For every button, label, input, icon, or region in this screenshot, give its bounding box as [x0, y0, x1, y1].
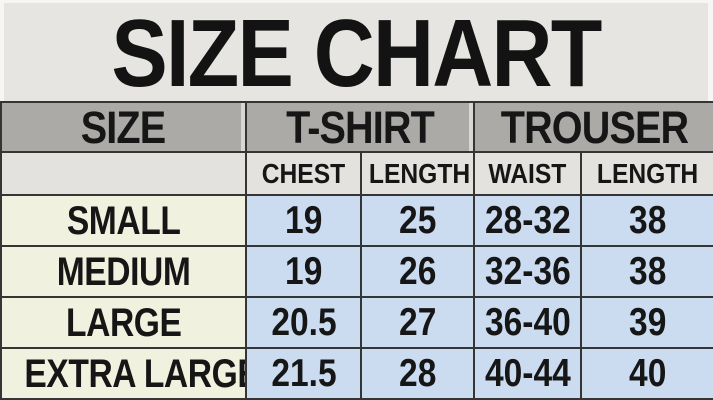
value-text: 26: [398, 250, 437, 293]
value-cell-chest: 20.5: [245, 296, 362, 349]
subheader-spacer: [0, 151, 247, 196]
value-text: 40: [628, 352, 667, 395]
value-cell-trouser-length: 38: [579, 245, 713, 298]
header-size: SIZE: [0, 101, 247, 153]
size-label-cell: LARGE: [0, 296, 247, 349]
value-cell-waist: 28-32: [473, 194, 582, 247]
value-cell-waist: 32-36: [473, 245, 582, 298]
value-text: 36-40: [484, 301, 571, 344]
value-text: 25: [398, 199, 437, 242]
value-text: 19: [284, 199, 323, 242]
size-label: EXTRA LARGE: [24, 351, 246, 396]
size-label-cell: MEDIUM: [0, 245, 247, 298]
subheader-chest-label: CHEST: [261, 157, 346, 189]
header-tshirt-label: T-SHIRT: [286, 102, 435, 152]
header-trouser: TROUSER: [472, 101, 713, 153]
value-text: 28: [398, 352, 437, 395]
table-row-small: SMALL 19 25 28-32 38: [0, 194, 713, 247]
header-tshirt: T-SHIRT: [245, 101, 475, 153]
subheader-chest: CHEST: [245, 151, 362, 196]
value-text: 20.5: [270, 301, 337, 344]
value-cell-chest: 19: [245, 194, 362, 247]
value-cell-tshirt-length: 25: [360, 194, 475, 247]
size-label: SMALL: [66, 198, 181, 243]
subheader-waist: WAIST: [473, 151, 582, 196]
subheader-tshirt-length: LENGTH: [360, 151, 475, 196]
table-row-large: LARGE 20.5 27 36-40 39: [0, 296, 713, 349]
table-subheader-row: CHEST LENGTH WAIST LENGTH: [0, 151, 713, 196]
value-text: 38: [628, 199, 667, 242]
value-cell-tshirt-length: 27: [360, 296, 475, 349]
value-text: 28-32: [484, 199, 571, 242]
value-cell-tshirt-length: 26: [360, 245, 475, 298]
size-label-cell: SMALL: [0, 194, 247, 247]
size-label-cell: EXTRA LARGE: [0, 347, 247, 400]
value-cell-chest: 19: [245, 245, 362, 298]
value-cell-trouser-length: 39: [579, 296, 713, 349]
table-header-row: SIZE T-SHIRT TROUSER: [0, 101, 713, 153]
value-cell-trouser-length: 38: [579, 194, 713, 247]
value-text: 21.5: [270, 352, 337, 395]
value-text: 39: [628, 301, 667, 344]
value-text: 19: [284, 250, 323, 293]
subheader-trouser-length-label: LENGTH: [596, 157, 699, 189]
size-label: LARGE: [65, 300, 182, 345]
value-text: 32-36: [484, 250, 571, 293]
subheader-tshirt-length-label: LENGTH: [368, 157, 471, 189]
title-band: SIZE CHART: [4, 0, 708, 107]
value-cell-trouser-length: 40: [579, 347, 713, 400]
value-cell-waist: 40-44: [473, 347, 582, 400]
value-text: 38: [628, 250, 667, 293]
page-title: SIZE CHART: [111, 0, 602, 107]
subheader-waist-label: WAIST: [488, 157, 567, 189]
value-cell-chest: 21.5: [245, 347, 362, 400]
value-cell-tshirt-length: 28: [360, 347, 475, 400]
size-chart-table: SIZE T-SHIRT TROUSER CHEST LENGTH WAIST …: [0, 101, 713, 400]
size-label: MEDIUM: [56, 249, 191, 294]
table-row-medium: MEDIUM 19 26 32-36 38: [0, 245, 713, 298]
subheader-trouser-length: LENGTH: [579, 151, 713, 196]
header-size-label: SIZE: [81, 102, 166, 152]
header-trouser-label: TROUSER: [500, 102, 688, 152]
table-row-extra-large: EXTRA LARGE 21.5 28 40-44 40: [0, 347, 713, 400]
value-text: 40-44: [484, 352, 571, 395]
value-cell-waist: 36-40: [473, 296, 582, 349]
value-text: 27: [398, 301, 437, 344]
